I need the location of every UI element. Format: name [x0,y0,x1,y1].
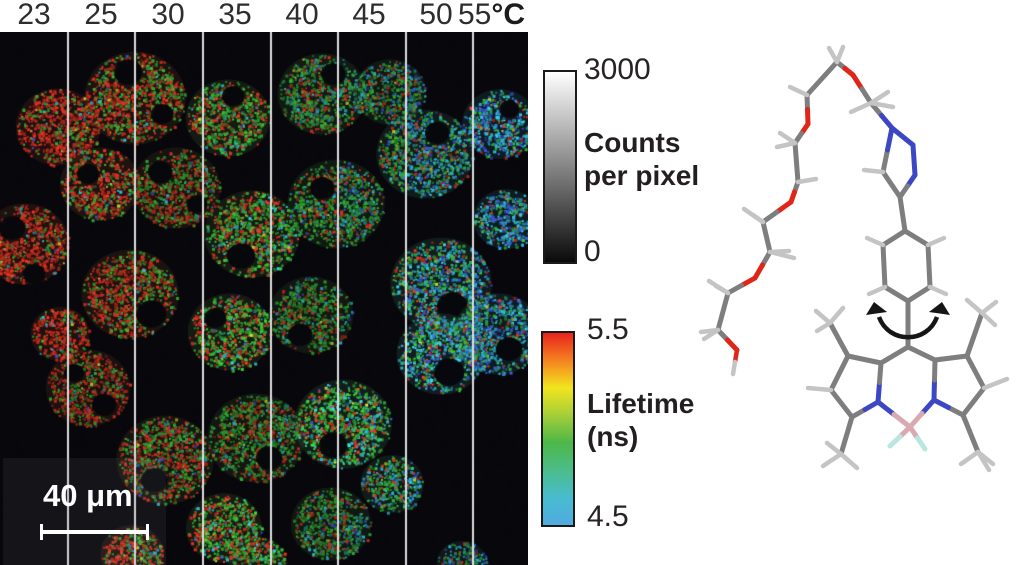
rotation-arrow-icon [866,302,950,340]
temperature-label: 45 [352,0,386,31]
temperature-value: 55 [458,0,492,31]
scale-bar-box: 40 μm [3,458,166,565]
temperature-label: 55°C [458,0,525,32]
lifetime-min-label: 4.5 [587,500,629,533]
temperature-label: 35 [218,0,252,31]
lifetime-title-line1: Lifetime [587,388,695,419]
scale-bar [40,524,149,540]
counts-colorbar-title: Counts per pixel [584,126,699,192]
lifetime-colorbar-gradient [541,331,575,527]
temperature-label: 23 [17,0,51,31]
temperature-label: 50 [419,0,453,31]
counts-title-line1: Counts [584,127,681,158]
lifetime-title-line2: (ns) [587,421,639,452]
flim-image-panel: 40 μm [0,32,528,565]
molecule-bonds [698,44,1010,473]
counts-max-label: 3000 [584,53,651,86]
scale-bar-label: 40 μm [43,478,133,513]
counts-title-line2: per pixel [584,160,700,191]
counts-min-label: 0 [584,235,601,268]
temperature-label: 25 [84,0,118,31]
flim-canvas [0,32,528,565]
temperature-unit: °C [491,0,526,31]
temperature-label: 30 [151,0,185,31]
lifetime-colorbar-title: Lifetime (ns) [587,387,694,453]
temperature-label: 40 [285,0,319,31]
counts-colorbar-gradient [543,70,577,264]
lifetime-max-label: 5.5 [587,313,629,346]
